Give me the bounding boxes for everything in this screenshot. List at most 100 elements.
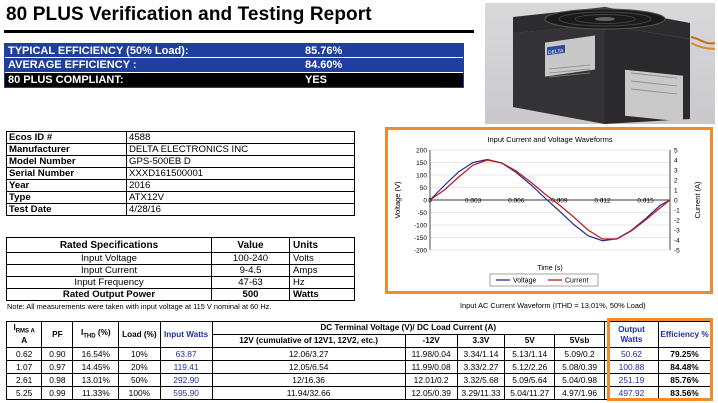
y-tick-label: 50	[420, 185, 428, 192]
summary-row-average: AVERAGE EFFICIENCY : 84.60%	[5, 58, 463, 73]
specs-header-name: Rated Specifications	[6, 237, 212, 253]
spec-value: 100-240	[211, 252, 290, 265]
summary-label: TYPICAL EFFICIENCY (50% Load):	[8, 45, 189, 57]
cell-load: 100%	[118, 386, 161, 400]
spec-value: 47-63	[211, 276, 290, 289]
info-row: Ecos ID #4588	[6, 131, 355, 144]
y2-tick-label: 3	[674, 168, 678, 175]
y2-tick-label: -4	[674, 238, 680, 245]
header-pf: PF	[41, 321, 74, 348]
cell-5vsb: 5.04/0.98	[554, 373, 605, 387]
cell-5v: 5.04/11.27	[504, 386, 556, 400]
title-underline	[4, 30, 474, 33]
info-key: Ecos ID #	[6, 131, 127, 144]
y2-tick-label: 1	[674, 188, 678, 195]
info-key: Serial Number	[6, 167, 127, 180]
cell-ithd: 14.45%	[72, 360, 120, 374]
chart-title: Input Current and Voltage Waveforms	[487, 135, 612, 144]
y-tick-label: 0	[423, 198, 427, 205]
info-key: Test Date	[6, 203, 127, 216]
y2-tick-label: -1	[674, 208, 680, 215]
rated-specs-table: Rated Specifications Value Units Input V…	[6, 237, 355, 301]
table-row: 5.25 0.99 11.33% 100% 595.90 11.94/32.66…	[5, 386, 712, 400]
cell-ithd: 16.54%	[72, 347, 120, 361]
spec-name: Input Voltage	[6, 252, 212, 265]
legend-label-voltage: Voltage	[513, 278, 536, 285]
header-5vsb: 5Vsb	[554, 334, 605, 348]
cell-5vsb: 4.97/1.96	[554, 386, 605, 400]
y-tick-label: 150	[416, 160, 427, 167]
cell-ithd: 11.33%	[72, 386, 120, 400]
header-output-watts: Output Watts	[603, 321, 659, 348]
cell-3v3: 3.32/5.68	[456, 373, 506, 387]
specs-header-units: Units	[289, 237, 355, 253]
info-row: Test Date 4/28/16	[6, 203, 355, 216]
cell-neg12v: 11.98/0.04	[404, 347, 458, 361]
summary-value: 84.60%	[305, 59, 343, 72]
measurement-note: Note: All measurements were taken with i…	[7, 302, 272, 311]
page-title: 80 PLUS Verification and Testing Report	[6, 4, 372, 25]
cell-neg12v: 12.01/0.2	[404, 373, 458, 387]
unit-info-table: Ecos ID #4588 Manufacturer DELTA ELECTRON…	[6, 131, 355, 216]
info-value: ATX12V	[126, 191, 355, 204]
table-row: 1.07 0.97 14.45% 20% 119.41 12.05/6.54 1…	[5, 360, 712, 374]
y2-tick-label: -2	[674, 218, 680, 225]
cell-irms: 0.62	[5, 347, 43, 361]
output-efficiency-highlight	[607, 318, 713, 401]
brand-label: DELTA	[548, 48, 564, 56]
y-tick-label: -150	[414, 235, 427, 242]
spec-unit: Amps	[289, 264, 355, 277]
specs-row: Input Frequency 47-63 Hz	[6, 276, 355, 289]
header-12v: 12V (cumulative of 12V1, 12V2, etc.)	[211, 334, 406, 348]
x-tick-label: 0.003	[465, 198, 482, 205]
info-key: Year	[6, 179, 127, 192]
summary-value: YES	[305, 73, 328, 86]
summary-panel: TYPICAL EFFICIENCY (50% Load): 85.76% AV…	[4, 43, 464, 88]
spec-name: Input Current	[6, 264, 212, 277]
psu-product-photo: DELTA	[485, 3, 715, 124]
cell-input-watts: 595.90	[159, 386, 213, 400]
info-key: Model Number	[6, 155, 127, 168]
specs-row: Rated Output Power 500 Watts	[6, 288, 355, 301]
info-value: 4588	[126, 131, 355, 144]
cell-pf: 0.97	[41, 360, 74, 374]
header-input-watts: Input Watts	[159, 321, 213, 348]
cell-3v3: 3.29/11.33	[456, 386, 506, 400]
header-5v: 5V	[504, 334, 556, 348]
y-tick-label: 100	[416, 173, 427, 180]
cell-irms: 1.07	[5, 360, 43, 374]
cell-neg12v: 11.99/0.08	[404, 360, 458, 374]
y2-tick-label: -5	[674, 248, 680, 255]
specs-header-value: Value	[211, 237, 290, 253]
specs-row: Input Current 9-4.5 Amps	[6, 264, 355, 277]
cell-12v: 12.05/6.54	[211, 360, 406, 374]
header-3v3: 3.3V	[456, 334, 506, 348]
y2-axis-label: Current (A)	[693, 181, 702, 219]
header-neg12v: -12V	[404, 334, 458, 348]
cell-ithd: 13.01%	[72, 373, 120, 387]
cell-12v: 12.06/3.27	[211, 347, 406, 361]
cell-pf: 0.99	[41, 386, 74, 400]
cell-load: 50%	[118, 373, 161, 387]
y2-tick-label: 0	[674, 198, 678, 205]
psu-image: DELTA	[513, 7, 715, 124]
spec-unit: Volts	[289, 252, 355, 265]
y-axis-label: Voltage (V)	[393, 181, 402, 219]
cell-pf: 0.90	[41, 347, 74, 361]
cell-irms: 5.25	[5, 386, 43, 400]
legend-box	[489, 273, 599, 287]
info-value: 4/28/16	[126, 203, 355, 216]
spec-unit: Watts	[289, 288, 355, 301]
header-efficiency: Efficiency %	[657, 321, 712, 348]
cell-3v3: 3.33/2.27	[456, 360, 506, 374]
y-tick-label: -100	[414, 223, 427, 230]
chart-caption: Input AC Current Waveform (ITHD = 13.01%…	[460, 301, 646, 310]
y2-tick-label: 2	[674, 178, 678, 185]
y2-tick-label: 5	[674, 148, 678, 155]
y2-tick-label: -3	[674, 228, 680, 235]
cell-pf: 0.98	[41, 373, 74, 387]
specs-row: Input Voltage 100-240 Volts	[6, 252, 355, 265]
waveform-chart-frame: Input Current and Voltage Waveforms 200 15…	[385, 127, 713, 294]
